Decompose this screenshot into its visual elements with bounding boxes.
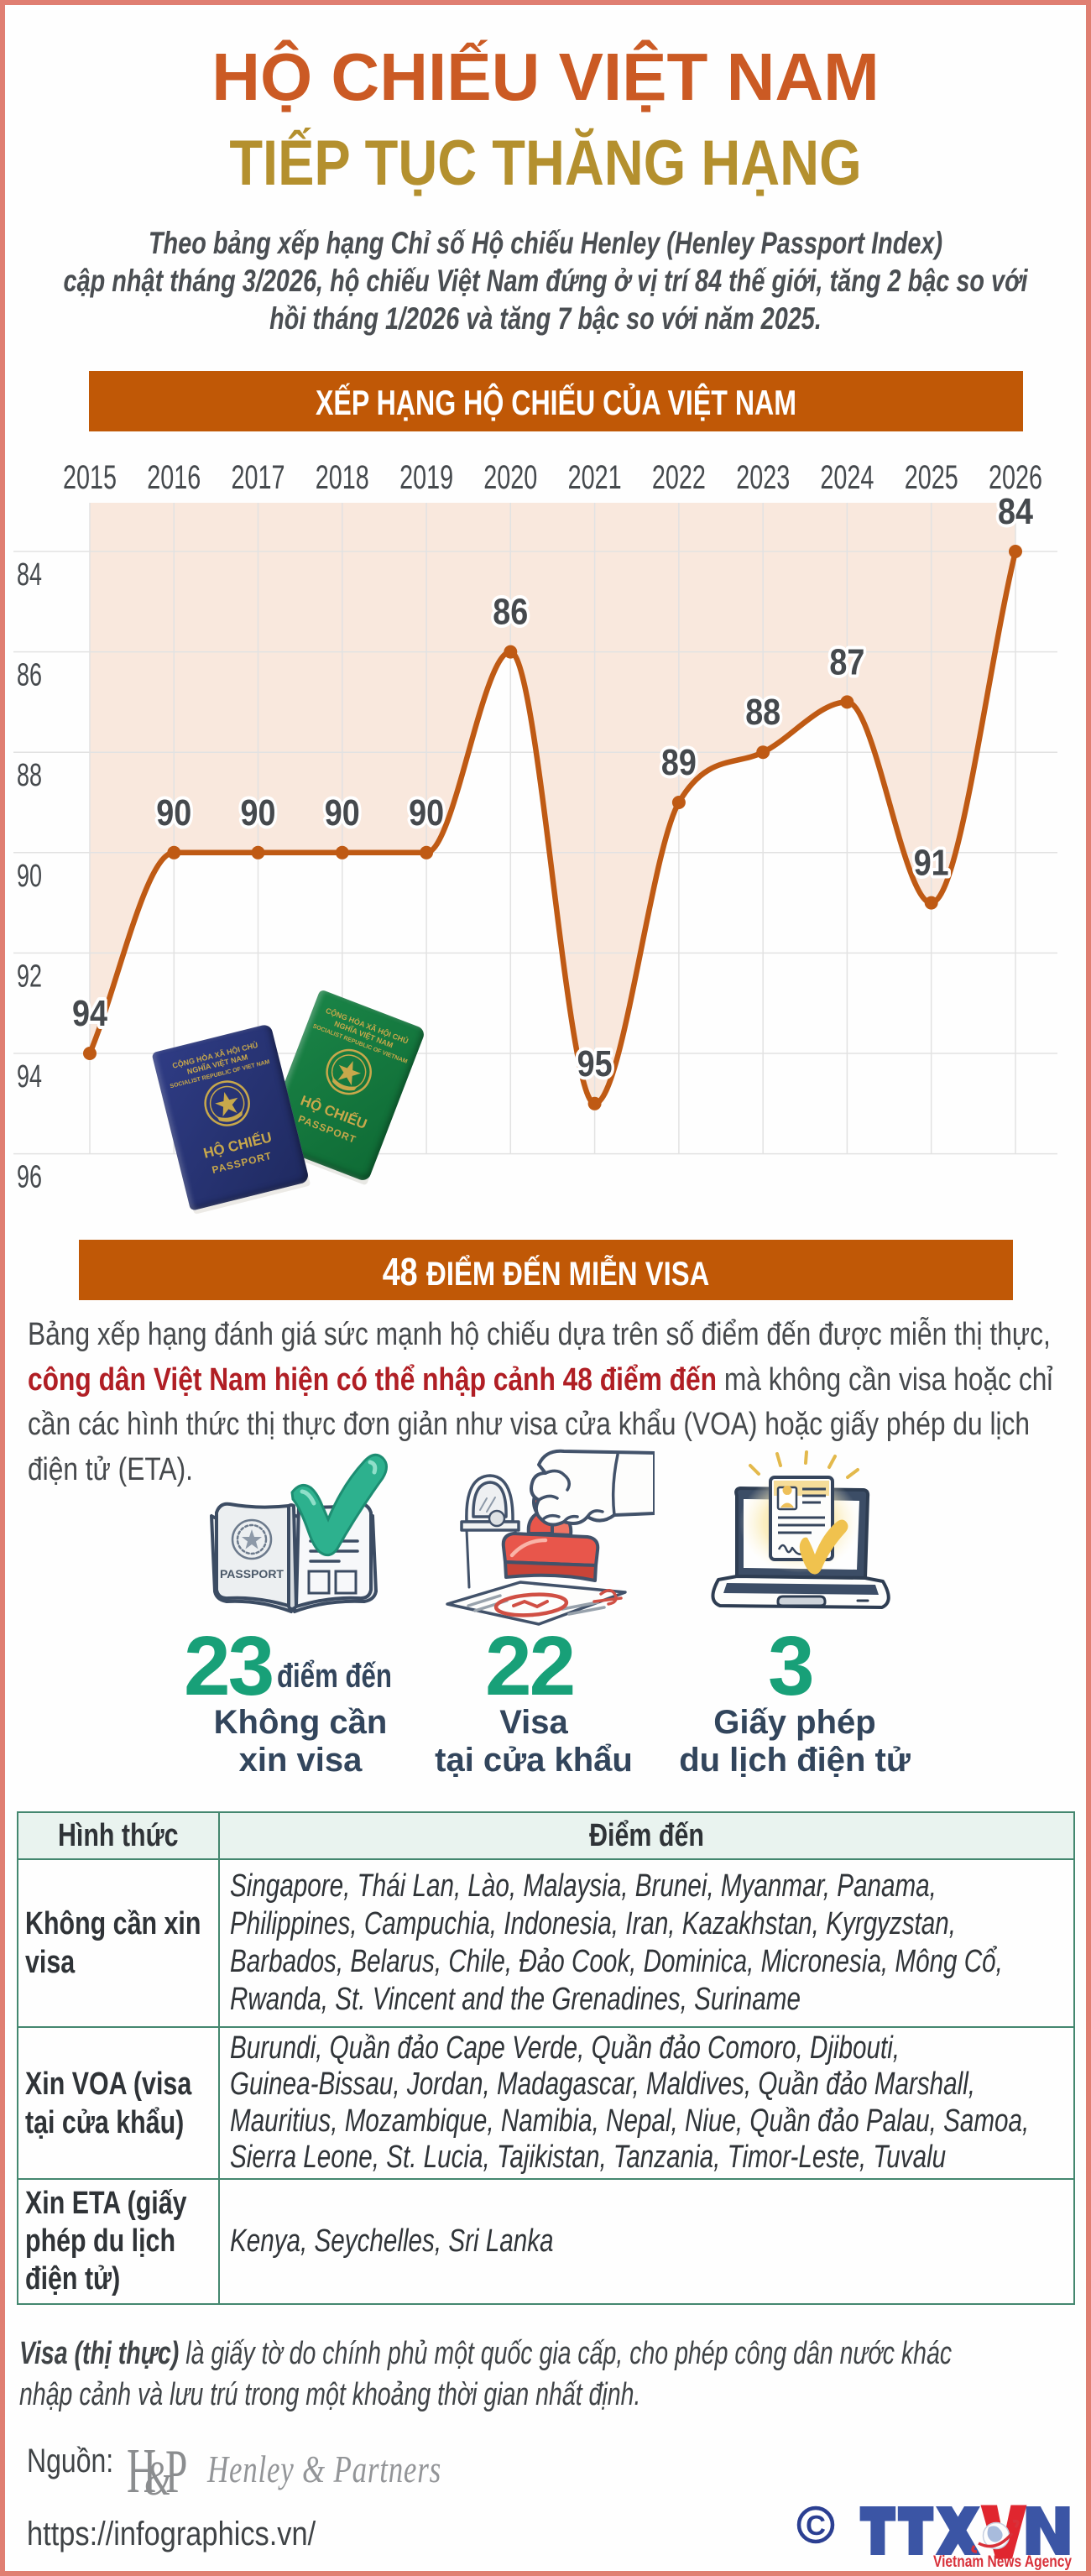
- svg-text:2015: 2015: [63, 459, 117, 496]
- svg-text:96: 96: [17, 1160, 42, 1195]
- svg-text:2026: 2026: [989, 459, 1042, 496]
- svg-text:95: 95: [577, 1043, 613, 1084]
- svg-text:90: 90: [409, 792, 444, 833]
- svg-text:2023: 2023: [736, 459, 790, 496]
- svg-text:2020: 2020: [483, 459, 537, 496]
- svg-text:86: 86: [17, 658, 42, 693]
- svg-text:2021: 2021: [568, 459, 622, 496]
- svg-text:2016: 2016: [147, 459, 201, 496]
- svg-text:90: 90: [17, 859, 42, 894]
- svg-text:C: C: [806, 2510, 826, 2541]
- svg-text:88: 88: [745, 692, 780, 733]
- svg-text:84: 84: [17, 557, 42, 593]
- svg-text:86: 86: [493, 592, 528, 633]
- svg-text:87: 87: [829, 641, 864, 682]
- svg-text:90: 90: [156, 792, 191, 833]
- svg-text:90: 90: [241, 792, 276, 833]
- svg-text:2019: 2019: [399, 459, 453, 496]
- svg-text:94: 94: [17, 1059, 42, 1095]
- svg-text:94: 94: [72, 993, 107, 1034]
- svg-text:2025: 2025: [905, 459, 958, 496]
- svg-text:84: 84: [998, 491, 1033, 532]
- svg-text:2022: 2022: [652, 459, 706, 496]
- svg-text:88: 88: [17, 758, 42, 793]
- svg-text:2017: 2017: [232, 459, 285, 496]
- svg-text:2024: 2024: [820, 459, 874, 496]
- svg-text:89: 89: [661, 742, 697, 783]
- svg-text:Vietnam News Agency: Vietnam News Agency: [933, 2553, 1072, 2571]
- svg-text:92: 92: [17, 959, 42, 994]
- svg-text:90: 90: [325, 792, 360, 833]
- svg-text:PASSPORT: PASSPORT: [220, 1567, 284, 1581]
- svg-text:91: 91: [914, 843, 949, 884]
- svg-text:2018: 2018: [316, 459, 369, 496]
